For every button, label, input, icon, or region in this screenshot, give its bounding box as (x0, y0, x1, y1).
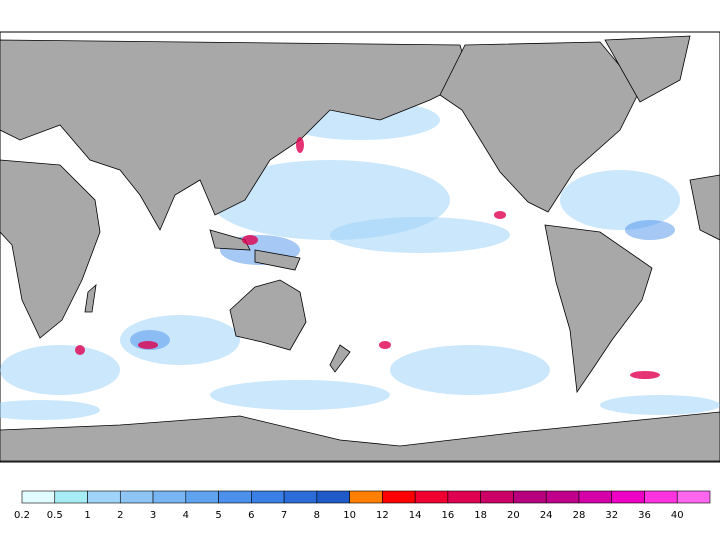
legend-label: 1 (84, 510, 90, 521)
rain-area (120, 315, 240, 365)
legend-swatch (185, 490, 219, 504)
legend-swatch (447, 490, 481, 504)
australia (229, 279, 307, 351)
legend-label: 6 (248, 510, 254, 521)
heavy-rain (75, 137, 660, 379)
rain-area (625, 220, 675, 240)
legend-swatch (152, 490, 187, 504)
legend-swatch (480, 490, 514, 504)
legend-swatch (283, 490, 318, 504)
antarctica (0, 411, 720, 462)
legend-swatch (218, 490, 252, 504)
rain-area (210, 380, 390, 410)
rain-area (0, 400, 100, 420)
heavy-rain-spot (494, 211, 506, 219)
color-legend: 0.2 0.5 1 2 3 4 5 6 7 8 10 12 14 16 18 20 24 28 32 36 40 (14, 490, 711, 521)
legend-label: 24 (540, 510, 553, 521)
legend-swatch (349, 490, 383, 504)
legend-label: 0.2 (14, 510, 30, 521)
legend-label: 16 (442, 510, 455, 521)
legend-label: 12 (376, 510, 389, 521)
rain-area (330, 217, 510, 253)
africa (0, 159, 101, 339)
landmasses (0, 35, 720, 462)
legend-label: 3 (150, 510, 156, 521)
heavy-rain-spot (242, 235, 258, 245)
heavy-rain-spot (296, 137, 304, 153)
legend-swatch (382, 490, 416, 504)
legend-swatch (676, 490, 711, 504)
legend-label: 5 (215, 510, 221, 521)
legend-label: 2 (117, 510, 123, 521)
rain-area (0, 345, 120, 395)
rain-area (560, 170, 680, 230)
legend-swatch (644, 490, 678, 504)
legend-label: 18 (474, 510, 487, 521)
africa-west (689, 174, 720, 241)
eurasia (0, 39, 471, 231)
legend-swatch (545, 490, 580, 504)
legend-swatch (54, 490, 88, 504)
legend-label: 36 (638, 510, 651, 521)
legend-label: 14 (409, 510, 422, 521)
rain-area (600, 395, 720, 415)
legend-label: 8 (314, 510, 320, 521)
legend-label: 10 (343, 510, 356, 521)
legend-swatch (119, 490, 154, 504)
legend-label: 0.5 (47, 510, 63, 521)
heavy-rain-spot (138, 341, 158, 349)
south-america (544, 224, 653, 394)
legend-swatch (513, 490, 547, 504)
legend-swatch (21, 490, 56, 504)
legend-label: 40 (671, 510, 684, 521)
legend-label: 4 (183, 510, 189, 521)
legend-swatch (87, 490, 121, 504)
map (0, 31, 720, 463)
heavy-rain-spot (630, 371, 660, 379)
greenland (604, 35, 691, 103)
legend-swatch (251, 490, 285, 504)
madagascar (84, 283, 97, 313)
heavy-rain-spot (379, 341, 391, 349)
legend-swatch (414, 490, 449, 504)
legend-label: 7 (281, 510, 287, 521)
legend-label: 20 (507, 510, 520, 521)
legend-label: 28 (573, 510, 586, 521)
new-zealand (329, 344, 351, 373)
indonesia (209, 229, 301, 271)
heavy-rain-spot (75, 345, 85, 355)
legend-swatch (611, 490, 645, 504)
legend-swatch (316, 490, 350, 504)
legend-swatch (578, 490, 613, 504)
rain-area (390, 345, 550, 395)
legend-label: 32 (605, 510, 618, 521)
